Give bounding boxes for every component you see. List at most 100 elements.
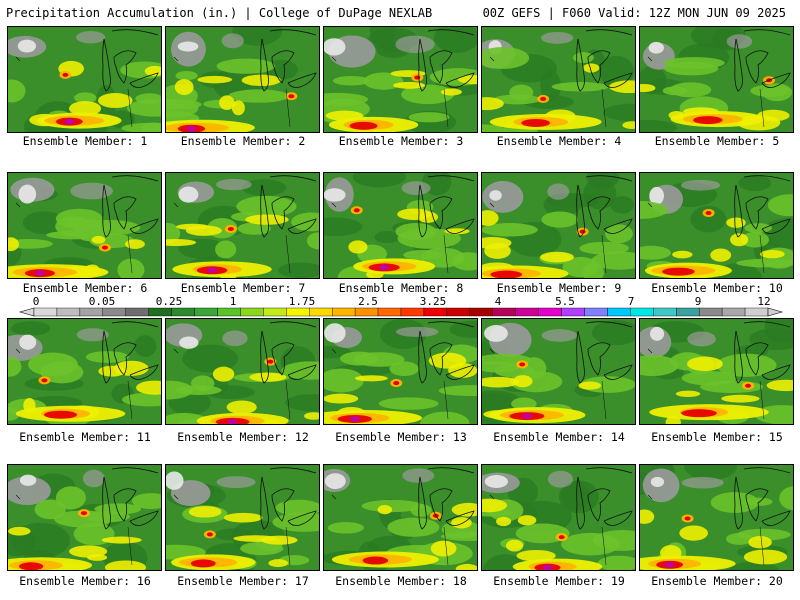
ensemble-member-label: Ensemble Member: 2 xyxy=(180,134,306,148)
ensemble-member-label: Ensemble Member: 19 xyxy=(493,574,625,588)
colorbar-segment xyxy=(240,307,264,317)
precipitation-field xyxy=(324,319,477,424)
precipitation-field xyxy=(324,467,477,570)
colorbar-segment xyxy=(79,307,104,317)
colorbar-segment xyxy=(56,307,81,317)
colorbar-segment xyxy=(400,307,425,317)
colorbar-segment xyxy=(721,307,746,317)
ensemble-member-label: Ensemble Member: 12 xyxy=(177,430,309,444)
precipitation-field xyxy=(8,321,161,424)
colorbar-segment xyxy=(744,307,769,317)
ensemble-member-map xyxy=(7,26,162,133)
colorbar-tick-label: 2.5 xyxy=(358,296,378,308)
colorbar-segment xyxy=(354,307,379,317)
ensemble-member-map xyxy=(165,172,320,279)
precipitation-field xyxy=(482,173,635,278)
precipitation-field xyxy=(482,467,635,570)
ensemble-member-map xyxy=(323,464,478,571)
ensemble-member-map xyxy=(639,318,794,425)
ensemble-member-label: Ensemble Member: 17 xyxy=(177,574,309,588)
colorbar-tick-label: 4 xyxy=(495,296,502,308)
precipitation-field xyxy=(324,27,477,132)
colorbar-tick-label: 3.25 xyxy=(420,296,447,308)
ensemble-member-map xyxy=(323,172,478,279)
ensemble-member-map xyxy=(165,464,320,571)
colorbar-segment xyxy=(538,307,562,317)
colorbar-segment xyxy=(102,307,126,317)
ensemble-member-label: Ensemble Member: 15 xyxy=(651,430,783,444)
colorbar-segment xyxy=(469,307,493,317)
colorbar-tick-label: 0.25 xyxy=(156,296,183,308)
valid-time-label: 00Z GEFS | F060 Valid: 12Z MON JUN 09 20… xyxy=(482,6,786,20)
colorbar-max-arrow xyxy=(767,307,784,317)
precipitation-field xyxy=(166,467,319,570)
precipitation-field xyxy=(640,174,793,278)
precipitation-colorbar: 0 0.05 0.25 1 1.75 2.5 3.25 4 5.5 7 9 12 xyxy=(18,296,784,317)
precipitation-field xyxy=(166,175,319,278)
ensemble-member-label: Ensemble Member: 20 xyxy=(651,574,783,588)
colorbar-tick-label: 0.05 xyxy=(89,296,116,308)
ensemble-member-map xyxy=(639,26,794,133)
colorbar-tick-label: 9 xyxy=(695,296,702,308)
colorbar-tick-label: 0 xyxy=(33,296,40,308)
colorbar-segment xyxy=(653,307,677,317)
ensemble-member-map xyxy=(7,318,162,425)
colorbar-segment xyxy=(217,307,241,317)
ensemble-member-label: Ensemble Member: 14 xyxy=(493,430,625,444)
precipitation-field xyxy=(324,173,477,278)
ensemble-member-label: Ensemble Member: 8 xyxy=(338,281,464,295)
precipitation-field xyxy=(482,29,635,132)
ensemble-member-map xyxy=(639,172,794,279)
ensemble-member-map xyxy=(481,26,636,133)
colorbar-segment xyxy=(607,307,631,317)
ensemble-member-label: Ensemble Member: 3 xyxy=(338,134,464,148)
ensemble-member-map xyxy=(7,172,162,279)
precipitation-field xyxy=(8,29,161,132)
colorbar-tick-label: 12 xyxy=(757,296,770,308)
ensemble-member-map xyxy=(323,26,478,133)
ensemble-member-label: Ensemble Member: 4 xyxy=(496,134,622,148)
colorbar-tick-label: 1 xyxy=(230,296,237,308)
ensemble-member-label: Ensemble Member: 11 xyxy=(19,430,151,444)
colorbar-segment xyxy=(263,307,287,317)
colorbar-segment xyxy=(561,307,585,317)
colorbar-segment xyxy=(331,307,356,317)
ensemble-member-label: Ensemble Member: 16 xyxy=(19,574,151,588)
colorbar-segment xyxy=(194,307,218,317)
ensemble-member-map xyxy=(481,464,636,571)
ensemble-member-map xyxy=(165,26,320,133)
colorbar-segment xyxy=(423,307,448,317)
precipitation-field xyxy=(8,467,161,570)
colorbar-segment xyxy=(125,307,149,317)
colorbar-segment xyxy=(171,307,195,317)
precipitation-field xyxy=(166,321,319,424)
ensemble-member-label: Ensemble Member: 10 xyxy=(651,281,783,295)
ensemble-member-map xyxy=(481,172,636,279)
ensemble-member-label: Ensemble Member: 7 xyxy=(180,281,306,295)
map-title: Precipitation Accumulation (in.) | Colle… xyxy=(6,6,433,20)
colorbar-segment xyxy=(584,307,608,317)
colorbar-tick-label: 1.75 xyxy=(289,296,316,308)
colorbar-segment xyxy=(630,307,654,317)
ensemble-member-map xyxy=(165,318,320,425)
ensemble-member-label: Ensemble Member: 5 xyxy=(654,134,780,148)
colorbar-tick-label: 5.5 xyxy=(555,296,575,308)
ensemble-member-label: Ensemble Member: 1 xyxy=(22,134,148,148)
ensemble-member-map xyxy=(639,464,794,571)
precipitation-field xyxy=(640,465,793,570)
ensemble-member-map xyxy=(323,318,478,425)
colorbar-min-arrow xyxy=(18,307,35,317)
colorbar-segment xyxy=(33,307,58,317)
ensemble-member-label: Ensemble Member: 13 xyxy=(335,430,467,444)
precipitation-field xyxy=(166,27,317,132)
colorbar-segment xyxy=(515,307,539,317)
precipitation-field xyxy=(640,27,793,132)
colorbar-tick-label: 7 xyxy=(628,296,635,308)
ensemble-member-label: Ensemble Member: 9 xyxy=(496,281,622,295)
colorbar-segment xyxy=(698,307,723,317)
ensemble-member-label: Ensemble Member: 6 xyxy=(22,281,148,295)
colorbar-segment xyxy=(286,307,310,317)
ensemble-member-label: Ensemble Member: 18 xyxy=(335,574,467,588)
ensemble-member-map xyxy=(481,318,636,425)
colorbar-segment xyxy=(446,307,471,317)
